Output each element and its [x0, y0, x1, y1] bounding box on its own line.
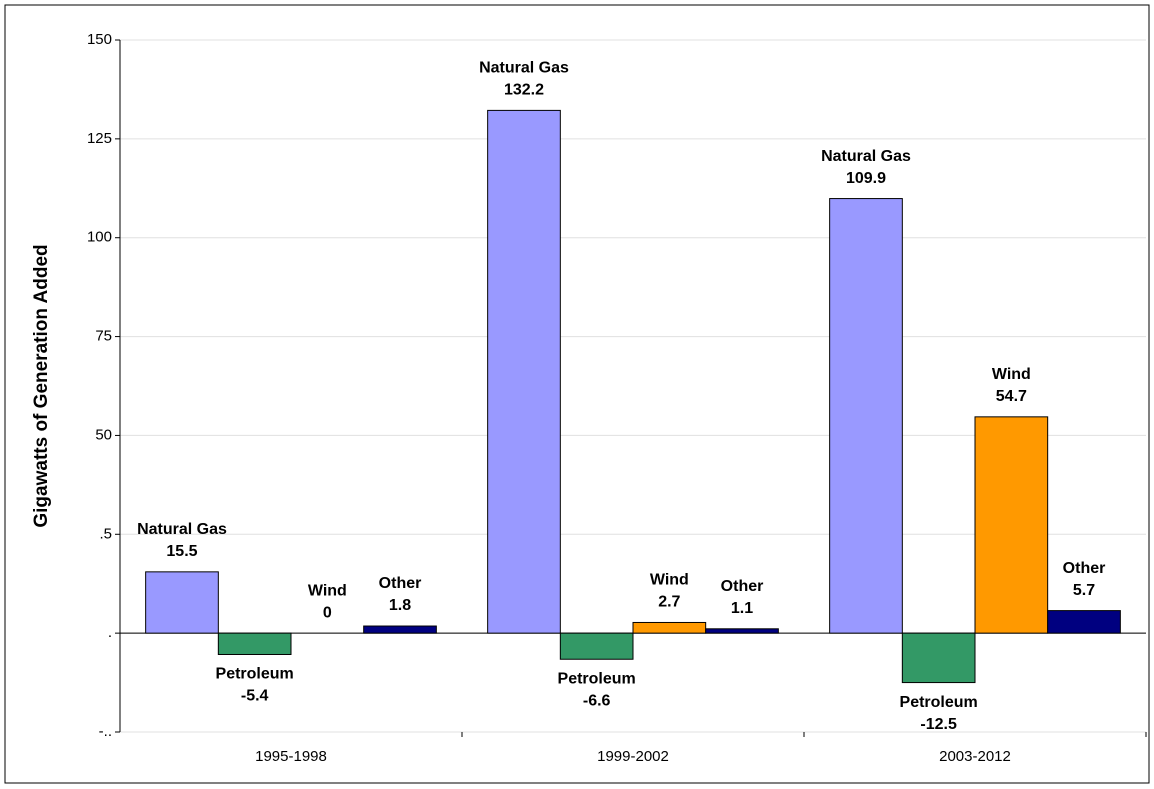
bar: [829, 198, 903, 634]
y-axis-label: Gigawatts of Generation Added: [31, 244, 52, 527]
data-label: 2.7: [658, 594, 680, 611]
data-label: -12.5: [920, 716, 957, 733]
data-label-name: Petroleum: [558, 670, 636, 687]
bar: [901, 632, 976, 684]
x-tick-label: 1999-2002: [597, 748, 669, 765]
data-label-name: Other: [379, 575, 422, 592]
bar: [363, 625, 437, 634]
y-tick-label: 50: [95, 426, 112, 443]
y-tick-label: .5: [99, 525, 112, 542]
y-tick-label: 125: [87, 130, 112, 147]
data-label-name: Wind: [650, 572, 689, 589]
bar: [559, 632, 634, 660]
y-tick-label: .: [108, 624, 112, 641]
data-label-name: Wind: [992, 366, 1031, 383]
data-label: 0: [323, 604, 332, 621]
data-label: 109.9: [846, 170, 886, 187]
bar: [487, 109, 561, 634]
data-label-name: Wind: [308, 582, 347, 599]
y-tick-label: 75: [95, 328, 112, 345]
y-tick-label: 100: [87, 229, 112, 246]
x-tick-label: 2003-2012: [939, 748, 1011, 765]
x-tick-label: 1995-1998: [255, 748, 327, 765]
data-label: 132.2: [504, 82, 544, 99]
data-label: -6.6: [583, 692, 611, 709]
data-label-name: Petroleum: [900, 694, 978, 711]
data-label: 5.7: [1073, 582, 1095, 599]
bar: [705, 628, 779, 634]
y-tick-label: 150: [87, 31, 112, 48]
bar: [974, 416, 1049, 634]
bar: [217, 632, 292, 655]
data-label-name: Petroleum: [216, 666, 294, 683]
y-tick-label: -..: [99, 723, 112, 740]
data-label: 15.5: [166, 543, 197, 560]
chart-border: [4, 4, 1150, 784]
data-label: 1.1: [731, 600, 753, 617]
bar: [632, 621, 707, 634]
bar: [145, 571, 219, 634]
data-label: 54.7: [996, 388, 1027, 405]
data-label-name: Natural Gas: [821, 148, 911, 165]
bar: [1047, 610, 1121, 634]
data-label-name: Other: [721, 578, 764, 595]
data-label-name: Other: [1063, 560, 1106, 577]
data-label: 1.8: [389, 597, 411, 614]
data-label-name: Natural Gas: [137, 521, 227, 538]
data-label: -5.4: [241, 688, 269, 705]
data-label-name: Natural Gas: [479, 60, 569, 77]
